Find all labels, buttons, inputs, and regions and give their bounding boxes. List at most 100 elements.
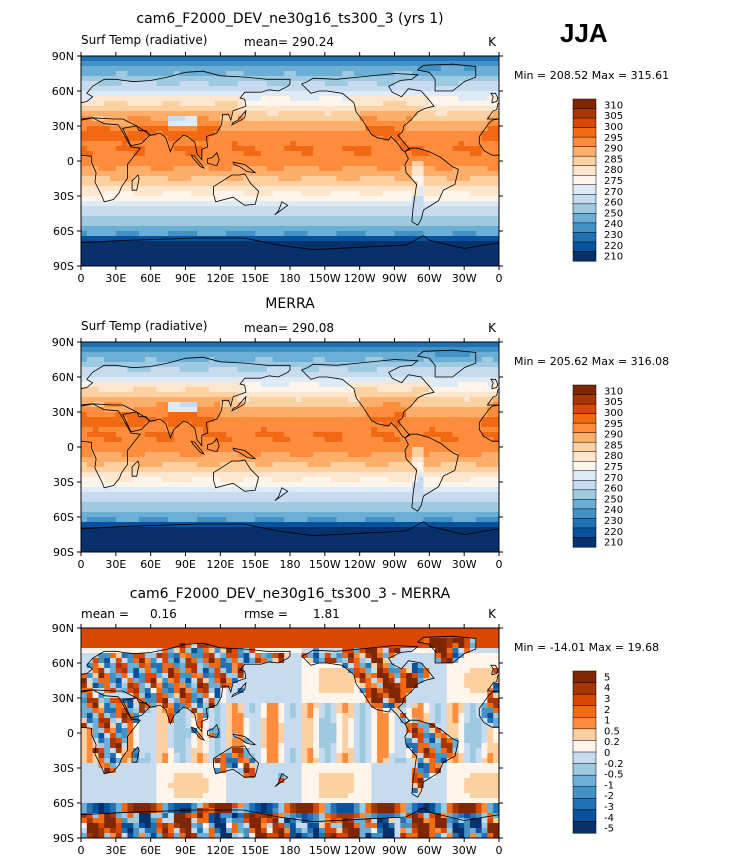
grid-cell — [266, 86, 273, 92]
grid-cell — [237, 181, 244, 187]
grid-cell — [435, 427, 442, 433]
grid-cell — [365, 392, 372, 398]
grid-cell — [185, 377, 192, 383]
grid-cell — [81, 241, 88, 247]
grid-cell — [110, 61, 117, 67]
grid-cell — [411, 61, 419, 67]
grid-cell — [226, 422, 233, 428]
grid-cell — [406, 246, 413, 252]
grid-cell — [173, 181, 181, 187]
grid-cell — [452, 402, 459, 408]
grid-cell — [173, 437, 181, 443]
grid-cell — [284, 76, 291, 82]
grid-cell — [446, 457, 453, 463]
grid-cell — [435, 462, 442, 468]
grid-cell — [179, 201, 186, 207]
grid-cell — [359, 81, 366, 87]
grid-cell — [86, 352, 94, 358]
grid-cell — [243, 462, 250, 468]
grid-cell — [330, 427, 337, 433]
grid-cell — [127, 437, 134, 443]
grid-cell — [110, 347, 117, 353]
grid-cell — [173, 457, 181, 463]
grid-cell — [284, 362, 291, 368]
grid-cell — [417, 352, 424, 358]
grid-cell — [110, 442, 117, 448]
grid-cell — [290, 226, 297, 232]
grid-cell — [255, 352, 262, 358]
coastline-sumatra — [190, 154, 206, 169]
grid-cell — [139, 236, 146, 242]
grid-cell — [220, 422, 227, 428]
grid-cell — [330, 141, 337, 147]
grid-cell — [458, 71, 465, 77]
grid-cell — [284, 422, 291, 428]
grid-cell — [290, 392, 297, 398]
grid-cell — [440, 201, 448, 207]
grid-cell — [301, 251, 308, 257]
grid-cell — [307, 236, 314, 242]
grid-cell — [110, 241, 117, 247]
colorbar-label: 290 — [604, 144, 623, 155]
grid-cell — [336, 256, 343, 262]
grid-cell — [382, 186, 390, 192]
grid-cell — [348, 106, 355, 112]
grid-cell — [324, 367, 332, 373]
grid-cell — [185, 246, 192, 252]
grid-cell — [324, 417, 332, 423]
grid-cell — [98, 156, 105, 162]
grid-cell — [139, 357, 146, 363]
grid-cell — [278, 402, 285, 408]
grid-cell — [197, 256, 204, 262]
grid-cell — [220, 462, 227, 468]
grid-cell — [191, 191, 198, 197]
grid-cell — [330, 221, 337, 227]
colorbar-box — [572, 241, 597, 253]
grid-cell — [214, 462, 221, 468]
grid-cell — [429, 417, 436, 423]
grid-cell — [388, 407, 395, 413]
grid-cell — [446, 166, 453, 172]
grid-cell — [86, 462, 94, 468]
grid-cell — [429, 131, 436, 137]
grid-cell — [98, 106, 105, 112]
grid-cell — [440, 427, 448, 433]
grid-cell — [342, 66, 349, 72]
grid-cell — [313, 101, 320, 107]
grid-cell — [208, 221, 215, 227]
grid-cell — [290, 191, 297, 197]
grid-cell — [458, 397, 465, 403]
grid-cell — [475, 86, 482, 92]
grid-cell — [150, 367, 157, 373]
grid-cell — [191, 216, 198, 222]
grid-cell — [202, 96, 210, 102]
grid-cell — [156, 392, 163, 398]
grid-cell — [139, 427, 146, 433]
grid-cell — [185, 141, 192, 147]
grid-cell — [324, 231, 332, 237]
grid-cell — [336, 111, 343, 117]
grid-cell — [475, 417, 482, 423]
grid-cell — [319, 146, 326, 152]
grid-cell — [260, 166, 268, 172]
grid-cell — [348, 66, 355, 72]
x-tick-label: 0 — [78, 272, 85, 285]
grid-cell — [255, 246, 262, 252]
grid-cell — [371, 397, 378, 403]
grid-cell — [162, 76, 169, 82]
grid-cell — [255, 377, 262, 383]
grid-cell — [272, 412, 279, 418]
grid-cell — [313, 121, 320, 127]
grid-cell — [348, 141, 355, 147]
grid-cell — [417, 362, 424, 368]
grid-cell — [417, 211, 424, 217]
grid-cell — [469, 71, 477, 77]
grid-cell — [493, 256, 500, 262]
grid-cell — [487, 131, 494, 137]
grid-cell — [237, 402, 244, 408]
grid-cell — [272, 462, 279, 468]
grid-cell — [92, 86, 99, 92]
grid-cell — [92, 161, 99, 167]
grid-cell — [411, 131, 419, 137]
grid-cell — [295, 171, 303, 177]
